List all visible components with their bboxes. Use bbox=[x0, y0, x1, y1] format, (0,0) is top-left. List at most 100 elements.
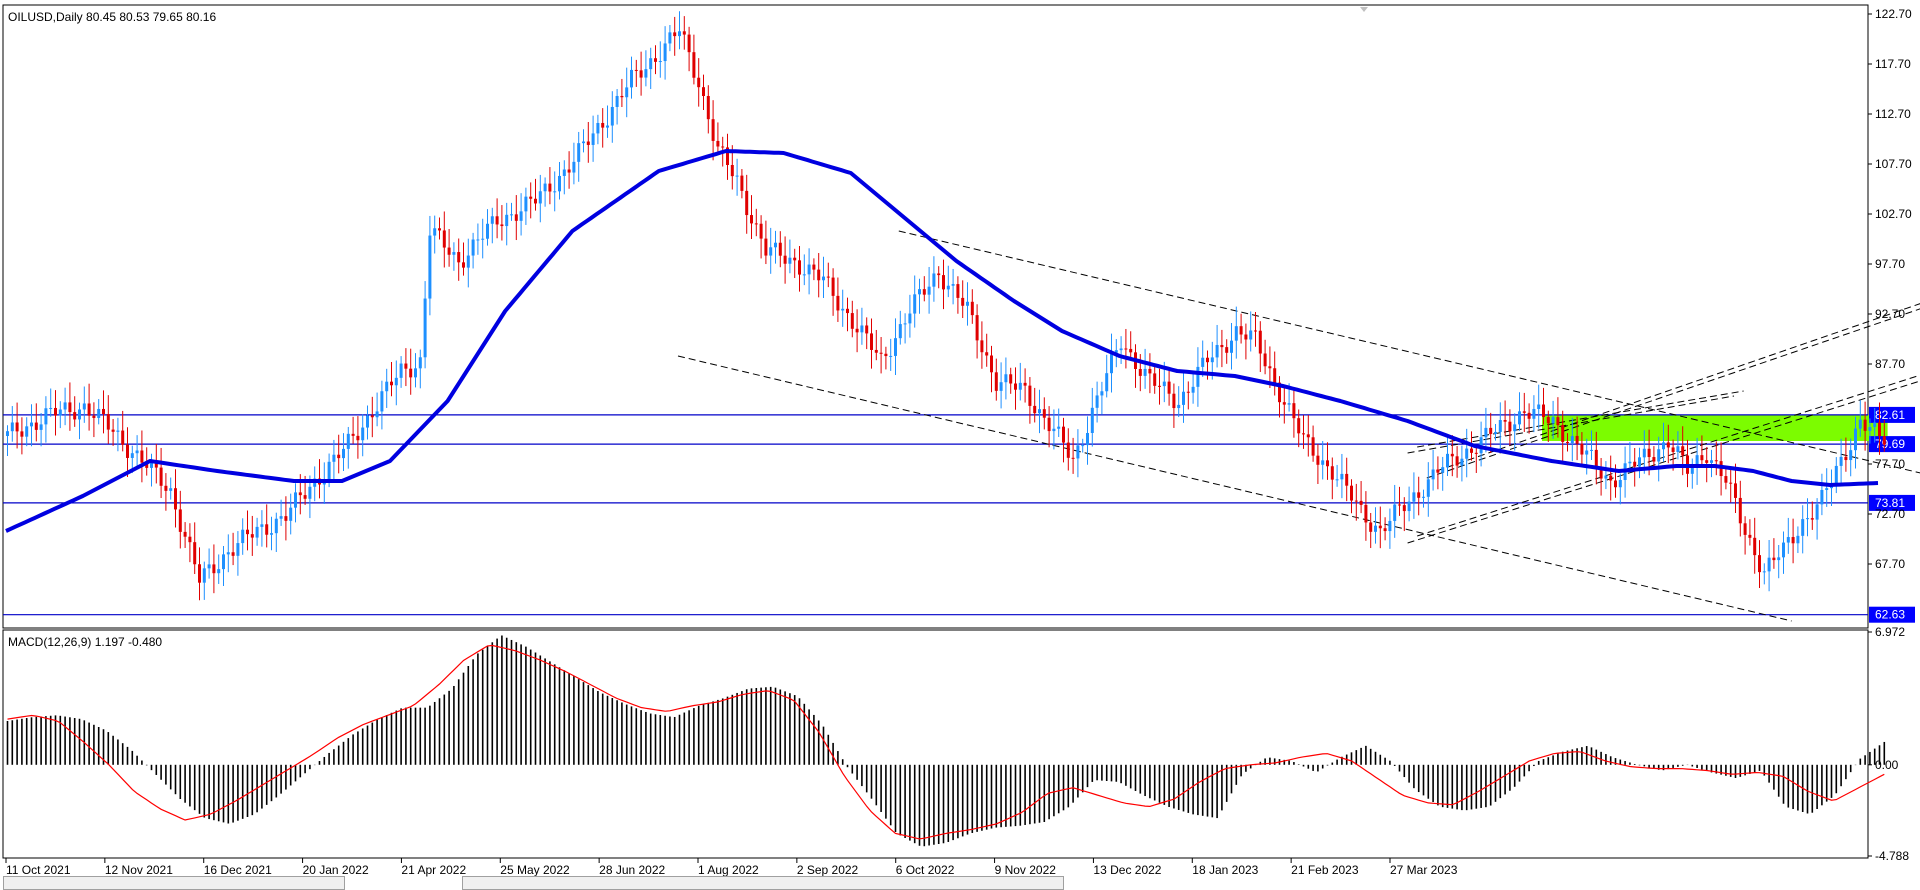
candle-body[interactable] bbox=[462, 262, 465, 268]
candle-body[interactable] bbox=[649, 58, 653, 70]
candle-body[interactable] bbox=[250, 534, 254, 538]
candle-body[interactable] bbox=[399, 363, 403, 378]
candle-body[interactable] bbox=[1004, 374, 1008, 383]
candle-body[interactable] bbox=[1057, 426, 1061, 429]
candle-body[interactable] bbox=[438, 228, 441, 231]
candle-body[interactable] bbox=[1585, 450, 1589, 455]
candle-body[interactable] bbox=[1210, 357, 1214, 363]
candle-body[interactable] bbox=[495, 216, 499, 225]
candle-body[interactable] bbox=[1378, 525, 1382, 529]
candle-body[interactable] bbox=[1455, 456, 1459, 466]
candle-body[interactable] bbox=[1748, 534, 1752, 538]
candle-body[interactable] bbox=[174, 488, 177, 510]
candle-body[interactable] bbox=[634, 69, 638, 71]
candle-body[interactable] bbox=[1791, 537, 1795, 544]
moving-average-line[interactable] bbox=[5, 149, 1879, 533]
candle-body[interactable] bbox=[1762, 571, 1766, 573]
candle-body[interactable] bbox=[524, 196, 528, 212]
candle-body[interactable] bbox=[577, 143, 581, 162]
candle-body[interactable] bbox=[1729, 482, 1733, 484]
candle-body[interactable] bbox=[394, 377, 398, 386]
candle-body[interactable] bbox=[1249, 330, 1253, 340]
candle-body[interactable] bbox=[1767, 557, 1771, 572]
candle-body[interactable] bbox=[1023, 382, 1027, 386]
candle-body[interactable] bbox=[817, 269, 821, 281]
candle-body[interactable] bbox=[1345, 473, 1349, 486]
candle-body[interactable] bbox=[457, 252, 461, 263]
candle-body[interactable] bbox=[231, 552, 235, 556]
candle-body[interactable] bbox=[1330, 466, 1334, 480]
candle-body[interactable] bbox=[466, 255, 470, 268]
candle-body[interactable] bbox=[1734, 483, 1737, 498]
candle-body[interactable] bbox=[1580, 443, 1584, 455]
candle-body[interactable] bbox=[874, 349, 878, 353]
candle-body[interactable] bbox=[1119, 348, 1123, 351]
candle-body[interactable] bbox=[164, 485, 168, 491]
candle-body[interactable] bbox=[706, 96, 710, 120]
candle-body[interactable] bbox=[562, 169, 566, 176]
candle-body[interactable] bbox=[1234, 326, 1238, 341]
candle-body[interactable] bbox=[860, 325, 864, 333]
candle-body[interactable] bbox=[668, 32, 672, 44]
candle-body[interactable] bbox=[846, 308, 849, 314]
candle-body[interactable] bbox=[591, 133, 595, 145]
candle-body[interactable] bbox=[370, 415, 374, 418]
candle-body[interactable] bbox=[572, 161, 576, 173]
candle-body[interactable] bbox=[1407, 501, 1411, 512]
candle-body[interactable] bbox=[1863, 419, 1867, 431]
candle-body[interactable] bbox=[418, 357, 422, 369]
candle-body[interactable] bbox=[1522, 411, 1526, 413]
candle-body[interactable] bbox=[87, 403, 91, 416]
candle-body[interactable] bbox=[1556, 417, 1560, 426]
candle-body[interactable] bbox=[946, 285, 950, 290]
candle-body[interactable] bbox=[812, 264, 816, 270]
candle-body[interactable] bbox=[735, 175, 739, 177]
candle-body[interactable] bbox=[1254, 330, 1257, 332]
candle-body[interactable] bbox=[1681, 446, 1685, 456]
candle-body[interactable] bbox=[385, 381, 389, 392]
candle-body[interactable] bbox=[188, 536, 192, 543]
candle-body[interactable] bbox=[1326, 460, 1329, 467]
candle-body[interactable] bbox=[1196, 366, 1200, 387]
candle-body[interactable] bbox=[308, 486, 312, 499]
candle-body[interactable] bbox=[1086, 432, 1089, 446]
candle-body[interactable] bbox=[255, 526, 259, 538]
candle-body[interactable] bbox=[1518, 411, 1521, 425]
candle-body[interactable] bbox=[1297, 418, 1301, 434]
candle-body[interactable] bbox=[1815, 504, 1819, 520]
candle-body[interactable] bbox=[1710, 460, 1713, 463]
candle-body[interactable] bbox=[1071, 457, 1075, 459]
candle-body[interactable] bbox=[1873, 422, 1877, 428]
candle-body[interactable] bbox=[1412, 492, 1416, 502]
candle-body[interactable] bbox=[1609, 475, 1613, 481]
candle-body[interactable] bbox=[92, 415, 96, 418]
candle-body[interactable] bbox=[121, 430, 125, 445]
candle-body[interactable] bbox=[1498, 420, 1502, 432]
candle-body[interactable] bbox=[692, 52, 696, 78]
candle-body[interactable] bbox=[1618, 479, 1622, 488]
candle-body[interactable] bbox=[678, 31, 681, 37]
candle-body[interactable] bbox=[1695, 455, 1699, 466]
trendline[interactable] bbox=[1436, 99, 1920, 472]
candle-body[interactable] bbox=[270, 533, 273, 535]
candle-body[interactable] bbox=[390, 381, 393, 386]
candle-body[interactable] bbox=[1801, 519, 1805, 536]
candle-body[interactable] bbox=[1402, 505, 1406, 512]
candle-body[interactable] bbox=[1575, 435, 1579, 444]
candle-body[interactable] bbox=[687, 34, 691, 53]
candle-body[interactable] bbox=[1628, 461, 1632, 464]
candle-body[interactable] bbox=[1350, 485, 1353, 501]
candle-body[interactable] bbox=[404, 363, 408, 369]
candle-body[interactable] bbox=[1201, 357, 1205, 367]
candle-body[interactable] bbox=[207, 564, 211, 569]
candle-body[interactable] bbox=[903, 323, 907, 325]
candle-body[interactable] bbox=[1700, 455, 1704, 461]
candle-body[interactable] bbox=[1028, 385, 1032, 406]
candle-body[interactable] bbox=[654, 58, 657, 62]
candle-body[interactable] bbox=[1772, 557, 1776, 561]
candle-body[interactable] bbox=[980, 340, 984, 353]
candle-body[interactable] bbox=[1052, 428, 1056, 432]
candle-body[interactable] bbox=[428, 235, 432, 299]
candle-body[interactable] bbox=[1263, 353, 1267, 367]
candle-body[interactable] bbox=[826, 276, 830, 278]
